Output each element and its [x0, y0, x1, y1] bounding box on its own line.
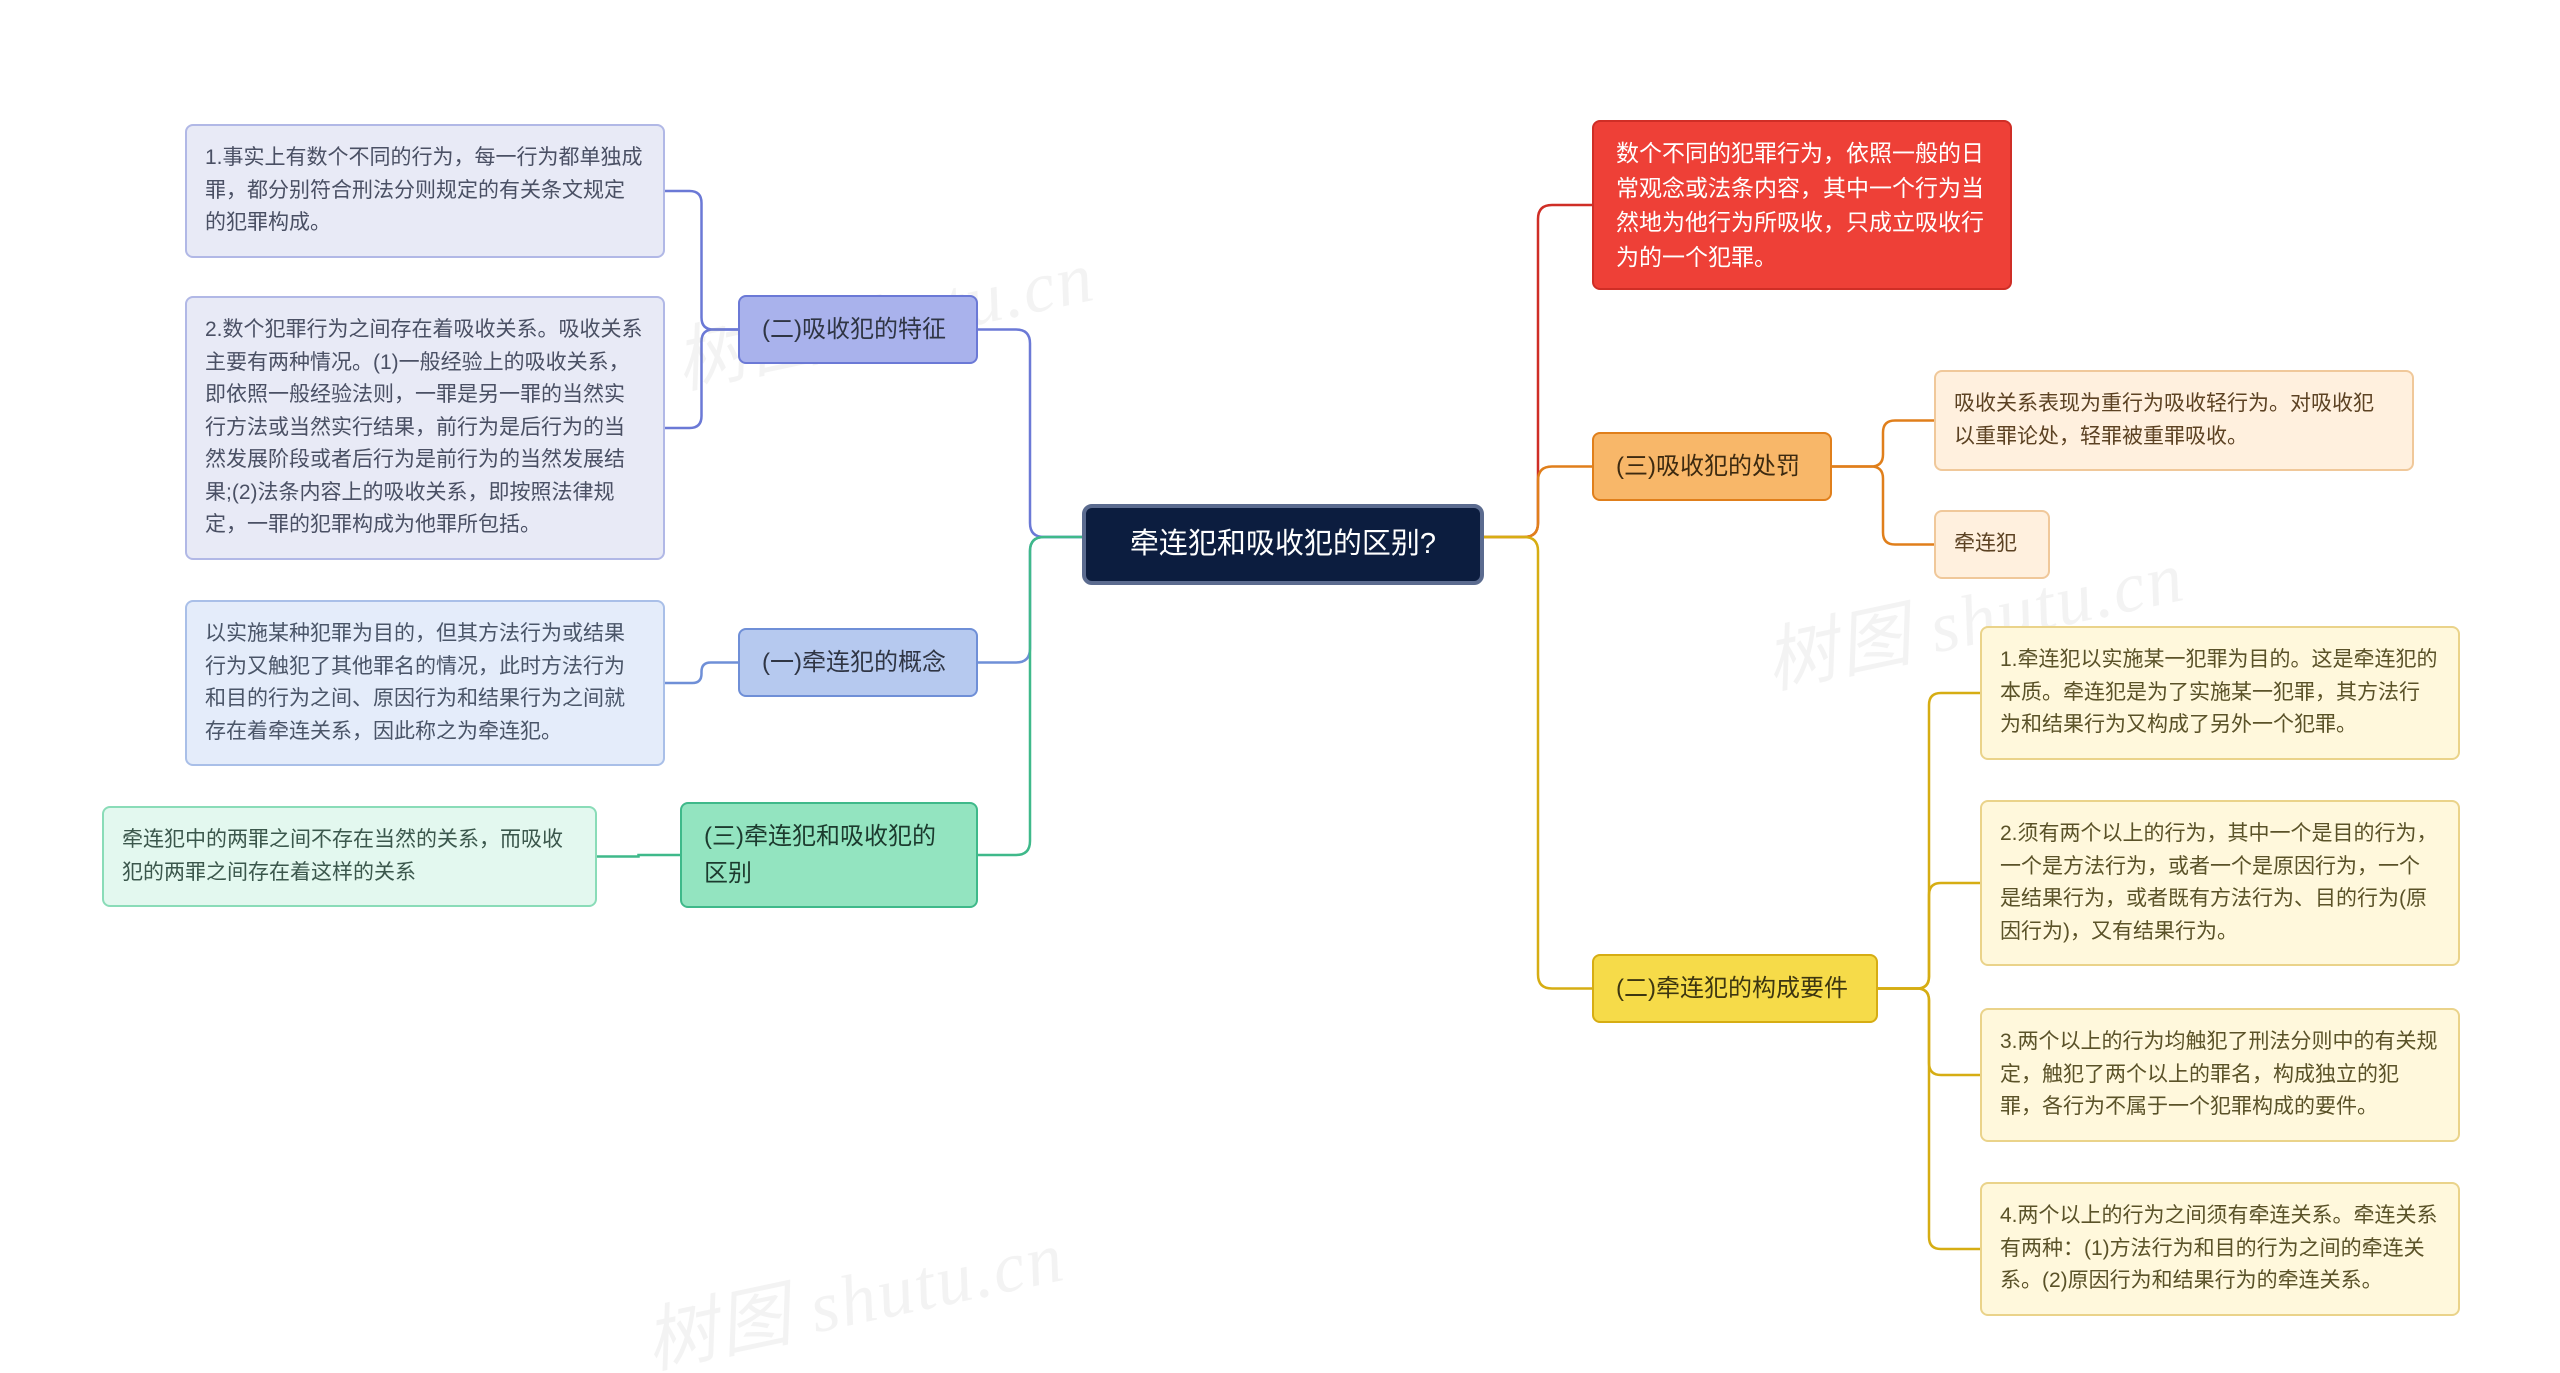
connector-line [978, 330, 1082, 538]
leaf-node[interactable]: 4.两个以上的行为之间须有牵连关系。牵连关系有两种：(1)方法行为和目的行为之间… [1980, 1182, 2460, 1316]
connector-line [665, 330, 738, 429]
leaf-node[interactable]: 吸收关系表现为重行为吸收轻行为。对吸收犯以重罪论处，轻罪被重罪吸收。 [1934, 370, 2414, 471]
leaf-node[interactable]: 牵连犯中的两罪之间不存在当然的关系，而吸收犯的两罪之间存在着这样的关系 [102, 806, 597, 907]
leaf-node[interactable]: 3.两个以上的行为均触犯了刑法分则中的有关规定，触犯了两个以上的罪名，构成独立的… [1980, 1008, 2460, 1142]
connector-line [1878, 989, 1980, 1250]
connector-line [1484, 467, 1592, 538]
connector-line [1878, 989, 1980, 1076]
leaf-node[interactable]: 2.须有两个以上的行为，其中一个是目的行为，一个是方法行为，或者一个是原因行为，… [1980, 800, 2460, 966]
root-node[interactable]: 牵连犯和吸收犯的区别? [1082, 504, 1484, 585]
watermark-text: 树图 shutu.cn [634, 1197, 1073, 1373]
connector-line [665, 663, 738, 684]
connector-line [665, 191, 738, 330]
branch-node[interactable]: (二)吸收犯的特征 [738, 295, 978, 364]
branch-node[interactable]: 数个不同的犯罪行为，依照一般的日常观念或法条内容，其中一个行为当然地为他行为所吸… [1592, 120, 2012, 290]
branch-node[interactable]: (一)牵连犯的概念 [738, 628, 978, 697]
leaf-node[interactable]: 牵连犯 [1934, 510, 2050, 579]
leaf-node[interactable]: 以实施某种犯罪为目的，但其方法行为或结果行为又触犯了其他罪名的情况，此时方法行为… [185, 600, 665, 766]
mindmap-canvas: 树图 shutu.cn树图 shutu.cn树图 shutu.cn牵连犯和吸收犯… [0, 0, 2560, 1373]
branch-node[interactable]: (三)牵连犯和吸收犯的区别 [680, 802, 978, 908]
connector-line [597, 855, 680, 857]
connector-line [1832, 421, 1934, 467]
connector-line [1878, 693, 1980, 989]
connector-line [1878, 883, 1980, 989]
branch-node[interactable]: (三)吸收犯的处罚 [1592, 432, 1832, 501]
connector-line [978, 537, 1082, 663]
connector-line [1832, 467, 1934, 545]
leaf-node[interactable]: 1.牵连犯以实施某一犯罪为目的。这是牵连犯的本质。牵连犯是为了实施某一犯罪，其方… [1980, 626, 2460, 760]
leaf-node[interactable]: 1.事实上有数个不同的行为，每一行为都单独成罪，都分别符合刑法分则规定的有关条文… [185, 124, 665, 258]
leaf-node[interactable]: 2.数个犯罪行为之间存在着吸收关系。吸收关系主要有两种情况。(1)一般经验上的吸… [185, 296, 665, 560]
connector-line [1484, 537, 1592, 989]
connector-line [1484, 205, 1592, 537]
connector-line [978, 537, 1082, 855]
branch-node[interactable]: (二)牵连犯的构成要件 [1592, 954, 1878, 1023]
